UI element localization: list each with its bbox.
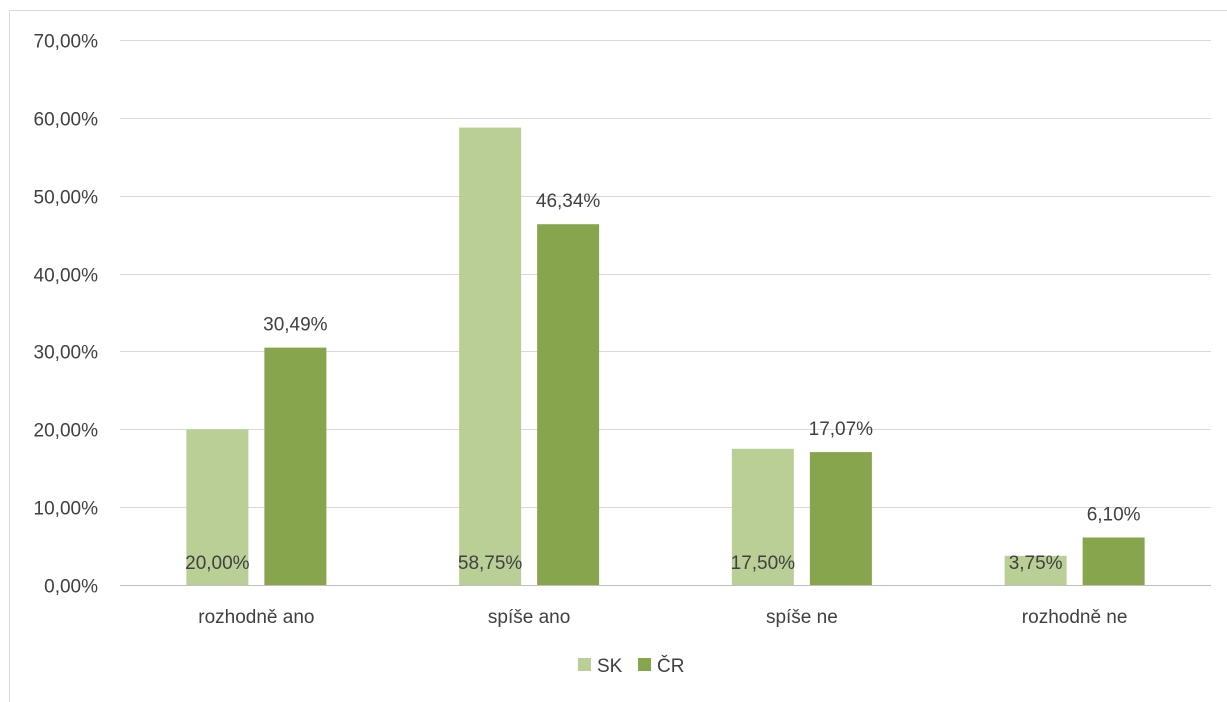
- legend-swatch: [578, 658, 591, 671]
- data-label: 58,75%: [458, 553, 523, 574]
- data-label: 46,34%: [536, 191, 601, 212]
- data-labels: 20,00% 30,49% 58,75% 46,34% 17,50% 17,07% 3,75…: [185, 191, 1141, 574]
- legend-label: SK: [597, 656, 623, 677]
- data-label: 30,49%: [263, 315, 328, 336]
- x-category-label: spíše ano: [488, 607, 570, 628]
- y-tick-label: 70,00%: [34, 32, 99, 53]
- data-label: 6,10%: [1087, 505, 1141, 526]
- y-axis-tick-labels: 0,00% 10,00% 20,00% 30,00% 40,00% 50,00% 60,00…: [34, 32, 99, 598]
- data-label: 3,75%: [1009, 553, 1063, 574]
- legend: SK ČR: [578, 655, 684, 677]
- bar-r-4: [1082, 537, 1145, 585]
- y-tick-label: 50,00%: [34, 188, 99, 209]
- x-category-label: rozhodně ano: [198, 607, 314, 628]
- bars: [186, 127, 1145, 585]
- y-tick-label: 20,00%: [34, 421, 99, 442]
- x-axis-category-labels: rozhodně ano spíše ano spíše ne rozhodně ne: [198, 607, 1127, 628]
- bar-r-1: [264, 347, 327, 585]
- legend-swatch: [638, 658, 651, 671]
- x-category-label: rozhodně ne: [1022, 607, 1128, 628]
- data-label: 20,00%: [185, 553, 250, 574]
- data-label: 17,07%: [809, 419, 874, 440]
- y-tick-label: 60,00%: [34, 110, 99, 131]
- bar-sk-1: [186, 429, 249, 585]
- bar-r-2: [537, 224, 600, 585]
- bar-sk-3: [731, 448, 794, 585]
- x-category-label: spíše ne: [766, 607, 838, 628]
- y-tick-label: 10,00%: [34, 499, 99, 520]
- bar-sk-2: [459, 127, 522, 585]
- y-tick-label: 30,00%: [34, 343, 99, 364]
- data-label: 17,50%: [731, 553, 796, 574]
- legend-label: ČR: [657, 655, 684, 677]
- bar-sk-4: [1004, 555, 1067, 585]
- bar-r-3: [809, 452, 872, 585]
- y-tick-label: 40,00%: [34, 266, 99, 287]
- y-tick-label: 0,00%: [44, 577, 98, 598]
